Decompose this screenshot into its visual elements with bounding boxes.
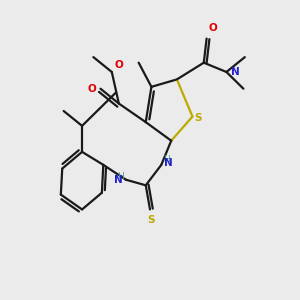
Text: O: O	[115, 60, 123, 70]
Text: S: S	[194, 113, 202, 123]
Text: O: O	[88, 84, 96, 94]
Text: H: H	[117, 172, 124, 181]
Text: H: H	[164, 155, 170, 164]
Text: N: N	[231, 67, 239, 77]
Text: N: N	[164, 158, 173, 168]
Text: N: N	[114, 175, 123, 185]
Text: O: O	[208, 23, 217, 33]
Text: S: S	[148, 215, 155, 225]
